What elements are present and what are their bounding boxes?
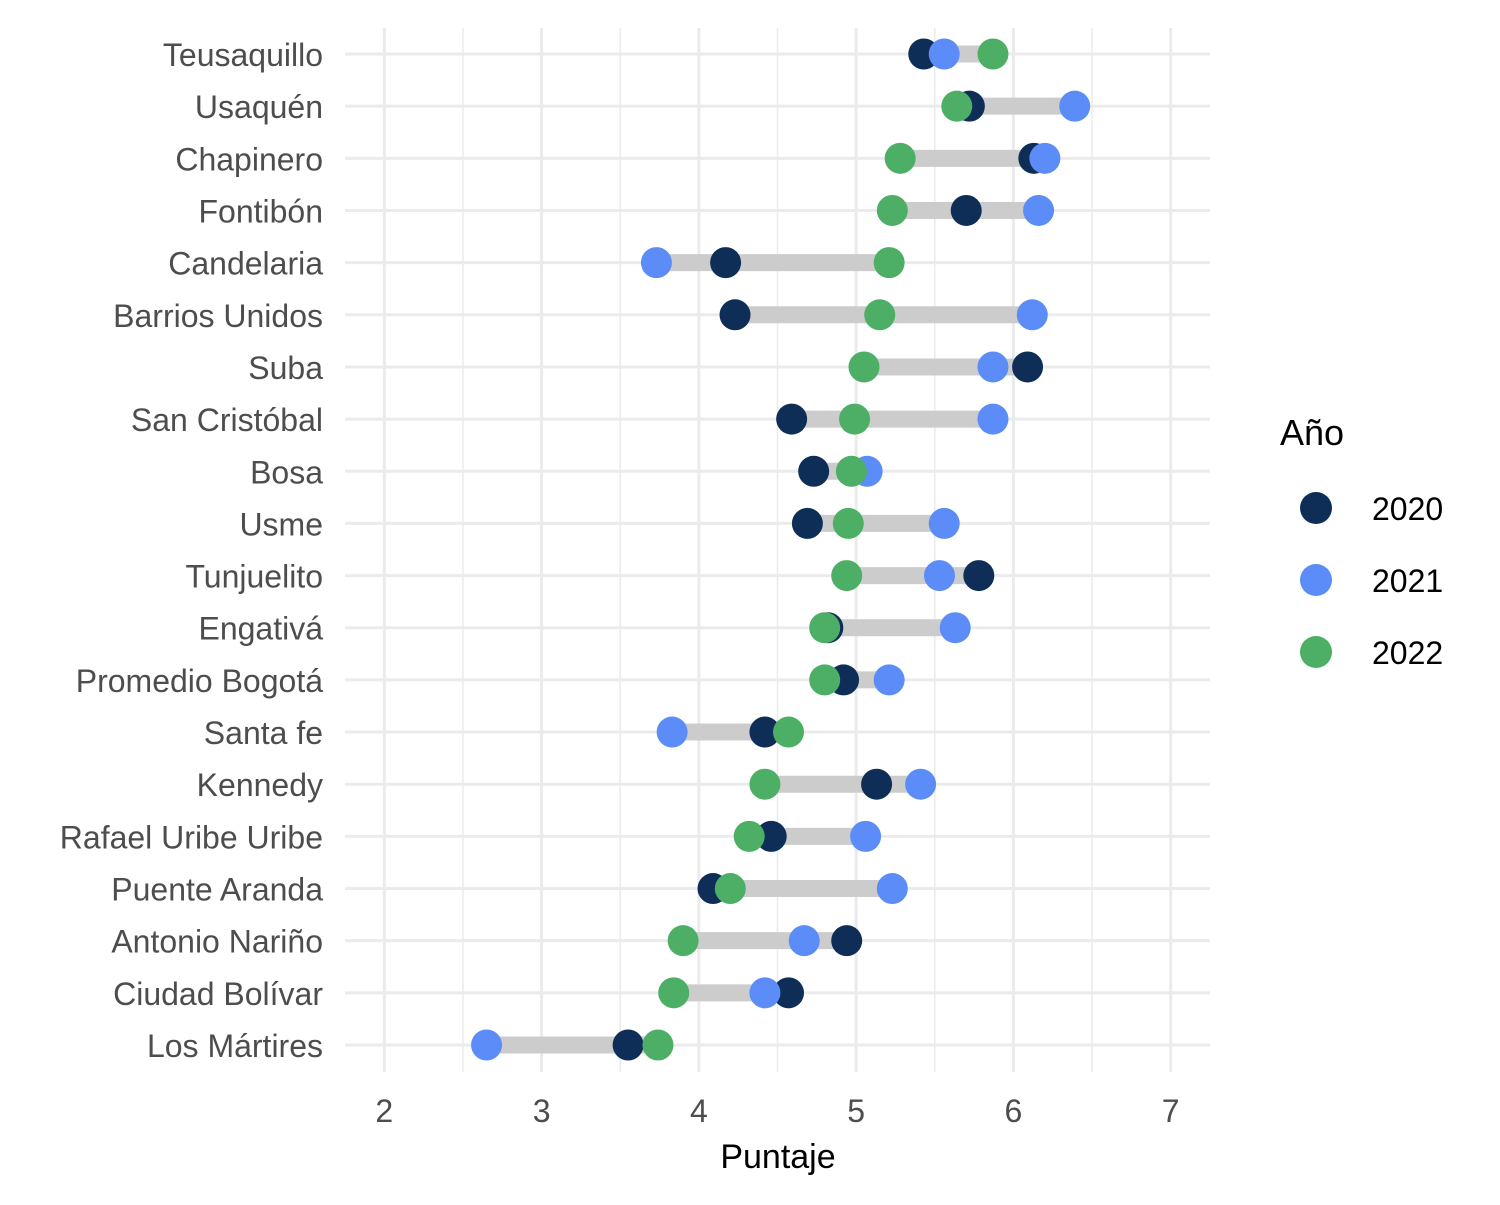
point-2020	[776, 403, 808, 435]
y-tick-label: Suba	[248, 350, 323, 386]
point-2021	[656, 716, 688, 748]
point-2020	[612, 1029, 644, 1061]
y-tick-label: Fontibón	[198, 193, 323, 229]
x-tick-label: 3	[533, 1093, 551, 1129]
point-2022	[809, 664, 841, 696]
point-2020	[831, 925, 863, 957]
y-tick-label: Usaquén	[195, 89, 323, 125]
point-2021	[928, 38, 960, 70]
x-tick-label: 5	[847, 1093, 865, 1129]
legend-key-2021	[1300, 564, 1332, 596]
point-2020	[773, 977, 805, 1009]
point-2021	[788, 925, 820, 957]
point-2022	[773, 716, 805, 748]
point-2021	[977, 403, 1009, 435]
point-2022	[658, 977, 690, 1009]
y-tick-label: Antonio Nariño	[111, 924, 323, 960]
y-tick-label: Barrios Unidos	[113, 298, 323, 334]
point-2021	[873, 664, 905, 696]
x-tick-label: 6	[1005, 1093, 1023, 1129]
point-2022	[876, 194, 908, 226]
y-tick-label: Usme	[239, 506, 323, 542]
segments	[486, 45, 1075, 1054]
x-tick-label: 2	[375, 1093, 393, 1129]
y-tick-label: Puente Aranda	[111, 872, 323, 908]
point-2021	[939, 612, 971, 644]
point-2022	[839, 403, 871, 435]
point-2022	[884, 142, 916, 174]
legend-title: Año	[1280, 412, 1344, 453]
point-2022	[835, 455, 867, 487]
legend: Año 2020 2021 2022	[1280, 412, 1443, 671]
point-2022	[941, 90, 973, 122]
point-2020	[791, 507, 823, 539]
point-2022	[864, 299, 896, 331]
point-2022	[749, 768, 781, 800]
point-2022	[642, 1029, 674, 1061]
legend-key-2022	[1300, 636, 1332, 668]
point-2022	[848, 351, 880, 383]
point-2022	[831, 560, 863, 592]
point-2021	[471, 1029, 503, 1061]
x-tick-label: 7	[1162, 1093, 1180, 1129]
point-2022	[809, 612, 841, 644]
point-2021	[749, 977, 781, 1009]
point-2021	[1059, 90, 1091, 122]
point-2021	[850, 820, 882, 852]
x-tick-label: 4	[690, 1093, 708, 1129]
y-tick-label: Teusaquillo	[163, 37, 323, 73]
y-tick-label: Engativá	[198, 611, 323, 647]
point-2022	[873, 247, 905, 279]
y-tick-label: Tunjuelito	[185, 559, 323, 595]
x-axis-title: Puntaje	[720, 1138, 835, 1176]
point-2020	[755, 820, 787, 852]
point-2021	[923, 560, 955, 592]
y-tick-label: Candelaria	[168, 246, 323, 282]
point-2022	[977, 38, 1009, 70]
point-2020	[710, 247, 742, 279]
point-2021	[876, 873, 908, 905]
point-2021	[640, 247, 672, 279]
point-2022	[733, 820, 765, 852]
point-2020	[861, 768, 893, 800]
point-2022	[667, 925, 699, 957]
legend-label: 2022	[1372, 635, 1443, 671]
y-tick-label: Santa fe	[204, 715, 323, 751]
legend-label: 2021	[1372, 563, 1443, 599]
point-2022	[714, 873, 746, 905]
legend-key-2020	[1300, 492, 1332, 524]
point-2020	[719, 299, 751, 331]
legend-label: 2020	[1372, 491, 1443, 527]
point-2020	[798, 455, 830, 487]
y-tick-label: Rafael Uribe Uribe	[60, 819, 323, 855]
point-2020	[1012, 351, 1044, 383]
grid	[345, 28, 1210, 1072]
y-tick-label: Chapinero	[175, 141, 323, 177]
y-tick-label: Los Mártires	[147, 1028, 323, 1064]
point-2020	[749, 716, 781, 748]
y-tick-label: Bosa	[250, 454, 323, 490]
point-2021	[1023, 194, 1055, 226]
y-axis-labels: Teusaquillo Usaquén Chapinero Fontibón Cande…	[60, 37, 324, 1064]
y-tick-label: San Cristóbal	[131, 402, 323, 438]
point-2022	[832, 507, 864, 539]
x-axis-labels: 2 3 4 5 6 7	[375, 1093, 1179, 1129]
points	[471, 38, 1091, 1061]
y-tick-label: Promedio Bogotá	[76, 663, 323, 699]
y-tick-label: Ciudad Bolívar	[113, 976, 323, 1012]
y-tick-label: Kennedy	[197, 767, 323, 803]
point-2020	[963, 560, 995, 592]
point-2021	[905, 768, 937, 800]
point-2021	[1016, 299, 1048, 331]
point-2020	[950, 194, 982, 226]
point-2021	[928, 507, 960, 539]
point-2021	[977, 351, 1009, 383]
point-2021	[1029, 142, 1061, 174]
